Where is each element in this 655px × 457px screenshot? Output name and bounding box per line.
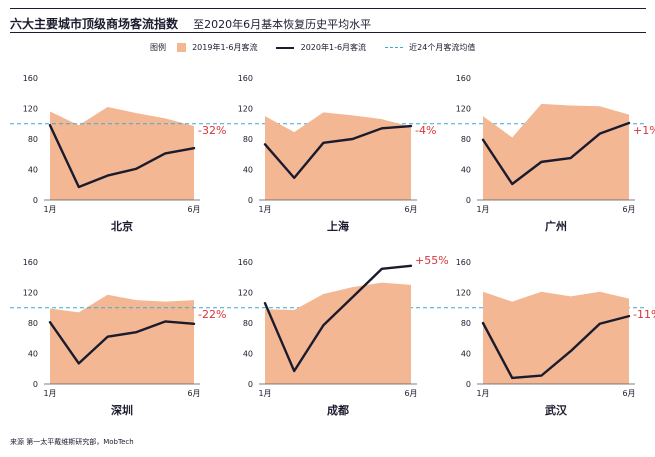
y-tick-label: 160 [456,258,471,267]
source-note: 来源 第一太平戴维斯研究部，MobTech [10,438,134,446]
top-rule [10,8,646,9]
legend-title: 图例 [150,43,166,52]
y-tick-label: 80 [28,135,38,144]
y-tick-label: 120 [456,105,471,114]
line-2020 [263,264,413,373]
y-tick-label: 40 [28,350,38,359]
y-tick-label: 120 [238,289,253,298]
y-tick-label: 80 [243,319,253,328]
change-label: -22% [198,308,226,321]
line-2020 [481,314,631,380]
title-rule [10,32,646,33]
change-label: -11% [633,308,655,321]
change-label: -32% [198,124,226,137]
city-name: 深圳 [111,403,133,417]
legend-reference-label: 近24个月客流均值 [409,43,476,52]
legend-reference-swatch [384,47,403,48]
y-tick-label: 160 [456,74,471,83]
area-2019 [483,291,629,384]
y-tick-label: 40 [243,350,253,359]
y-tick-label: 0 [466,196,471,205]
x-label-start: 1月 [43,389,56,398]
legend-area-label: 2019年1-6月客流 [192,43,258,52]
x-label-start: 1月 [476,205,489,214]
city-name: 武汉 [545,403,568,417]
y-tick-label: 120 [238,105,253,114]
y-tick-label: 40 [243,166,253,175]
x-label-start: 1月 [258,389,271,398]
y-tick-label: 80 [461,319,471,328]
city-name: 上海 [327,219,349,233]
change-label: -4% [415,124,436,137]
area-2019 [265,282,411,384]
area-2019 [50,106,194,200]
y-tick-label: 0 [248,380,253,389]
x-label-end: 6月 [404,205,417,214]
x-label-end: 6月 [187,389,200,398]
area-2019 [265,112,411,200]
y-tick-label: 80 [28,319,38,328]
y-tick-label: 160 [23,74,38,83]
legend-line-label: 2020年1-6月客流 [300,43,367,52]
y-tick-label: 40 [28,166,38,175]
x-label-end: 6月 [187,205,200,214]
x-label-end: 6月 [622,389,635,398]
x-label-end: 6月 [622,205,635,214]
y-tick-label: 160 [238,74,253,83]
y-tick-label: 40 [461,166,471,175]
title-row: 六大主要城市顶级商场客流指数 至2020年6月基本恢复历史平均水平 [10,13,650,33]
legend-area-swatch [176,43,186,52]
x-label-start: 1月 [43,205,56,214]
line-2020 [48,320,196,365]
y-tick-label: 40 [461,350,471,359]
line-2020 [48,124,196,189]
y-tick-label: 0 [33,380,38,389]
y-tick-label: 120 [456,289,471,298]
change-label: +55% [415,254,449,267]
change-label: +1% [633,124,655,137]
line-2020 [263,124,413,180]
x-label-start: 1月 [476,389,489,398]
y-tick-label: 0 [248,196,253,205]
line-2020 [481,121,631,186]
y-tick-label: 80 [461,135,471,144]
figure-title: 六大主要城市顶级商场客流指数 [10,17,179,31]
legend: 图例 2019年1-6月客流 2020年1-6月客流 近24个月客流均值 [150,42,491,56]
area-2019 [50,294,194,384]
x-label-start: 1月 [258,205,271,214]
y-tick-label: 160 [23,258,38,267]
x-label-end: 6月 [404,389,417,398]
y-tick-label: 80 [243,135,253,144]
city-name: 广州 [545,219,567,233]
figure-subtitle: 至2020年6月基本恢复历史平均水平 [193,18,372,31]
legend-line-swatch [276,46,295,49]
y-tick-label: 0 [33,196,38,205]
area-2019 [483,103,629,200]
y-tick-label: 120 [23,105,38,114]
city-name: 北京 [111,219,133,233]
y-tick-label: 160 [238,258,253,267]
y-tick-label: 0 [466,380,471,389]
city-name: 成都 [327,403,349,417]
y-tick-label: 120 [23,289,38,298]
